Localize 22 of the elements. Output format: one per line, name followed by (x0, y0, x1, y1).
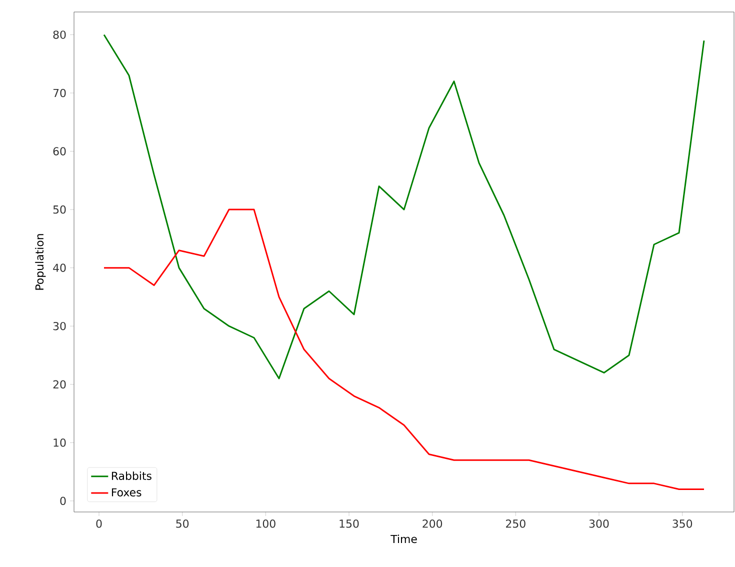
y-tick-label: 30 (53, 322, 66, 330)
y-tick-label: 10 (54, 438, 66, 447)
y-tick-label: 60 (53, 147, 66, 156)
y-tick-label: 70 (53, 88, 66, 98)
x-tick-label: 100 (256, 520, 276, 528)
x-tick-label: 0 (96, 520, 102, 528)
line-series (103, 34, 705, 380)
y-tick-label: 40 (53, 264, 66, 272)
x-tick-label: 250 (506, 520, 526, 528)
x-tick-label: 50 (176, 520, 189, 528)
y-axis-title: Population (35, 234, 46, 290)
x-tick-label: 300 (589, 520, 609, 528)
y-tick-label: 50 (53, 205, 66, 214)
x-tick-label: 200 (422, 520, 442, 528)
y-tick-label: 80 (53, 30, 66, 39)
legend-label: Foxes (112, 488, 142, 496)
y-tick-label: 20 (53, 380, 66, 389)
x-tick-label: 150 (340, 520, 359, 528)
legend-label: Rabbits (112, 472, 152, 480)
x-tick-label: 350 (672, 520, 692, 528)
x-axis-title: Time (390, 534, 417, 544)
y-tick-label: 0 (60, 496, 66, 506)
